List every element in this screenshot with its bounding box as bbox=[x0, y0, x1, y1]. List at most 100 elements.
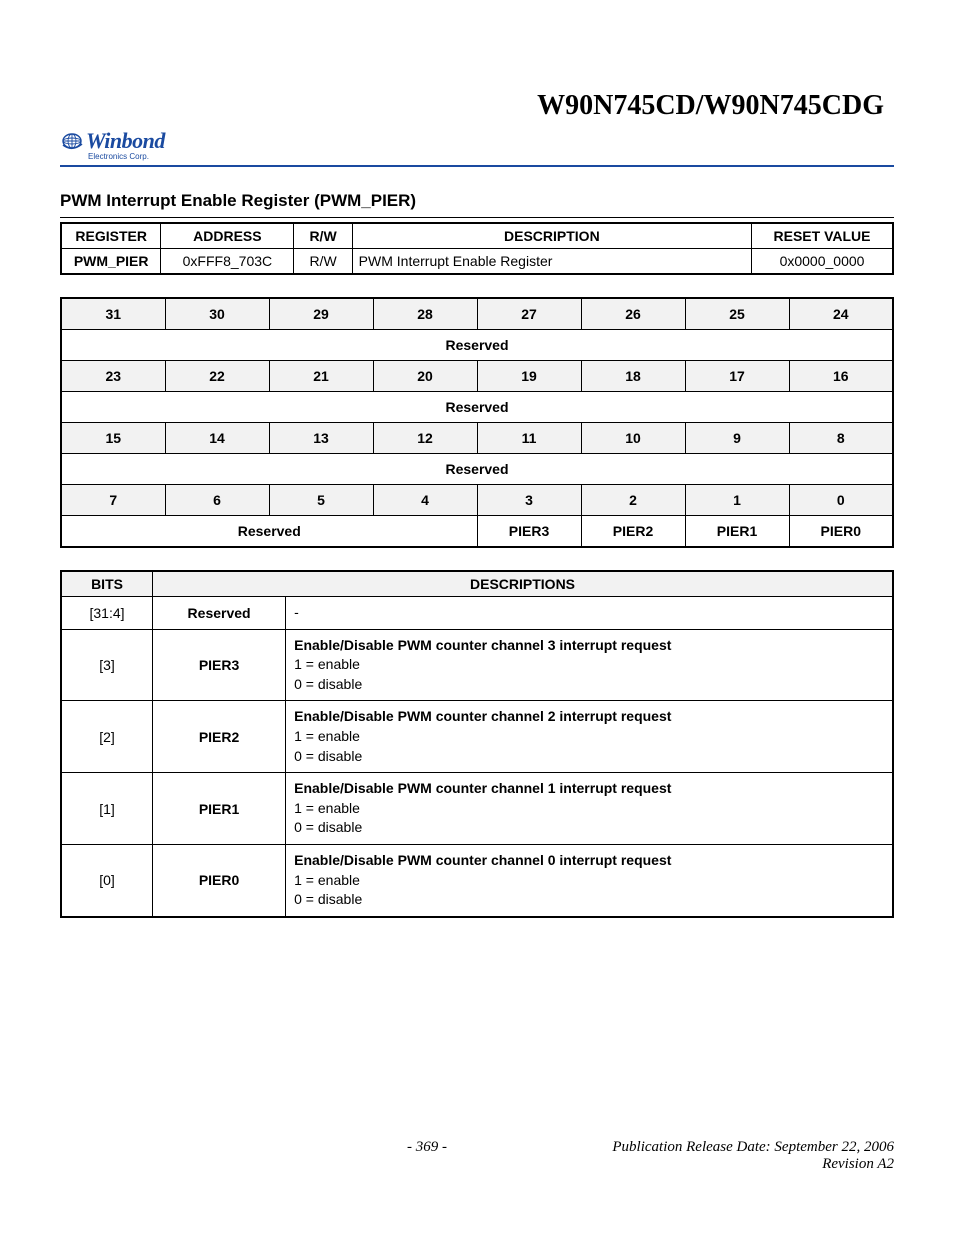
bit-number-cell: 26 bbox=[581, 298, 685, 330]
bit-number-cell: 16 bbox=[789, 361, 893, 392]
cell-reset: 0x0000_0000 bbox=[752, 249, 893, 275]
cell-description: - bbox=[286, 597, 893, 630]
bit-number-cell: 10 bbox=[581, 423, 685, 454]
cell-name: PIER0 bbox=[153, 844, 286, 916]
cell-bits: [0] bbox=[61, 844, 153, 916]
chip-title: W90N745CD/W90N745CDG bbox=[60, 90, 894, 122]
cell-description: PWM Interrupt Enable Register bbox=[352, 249, 751, 275]
header-divider bbox=[60, 165, 894, 167]
bit-label-cell: Reserved bbox=[61, 516, 477, 548]
cell-description: Enable/Disable PWM counter channel 1 int… bbox=[286, 773, 893, 845]
bit-label-cell: Reserved bbox=[61, 392, 893, 423]
page-container: W90N745CD/W90N745CDG Winbond Electronics… bbox=[0, 0, 954, 1235]
footer-page-number: - 369 - bbox=[335, 1139, 518, 1173]
cell-description: Enable/Disable PWM counter channel 0 int… bbox=[286, 844, 893, 916]
table-row: PWM_PIER 0xFFF8_703C R/W PWM Interrupt E… bbox=[61, 249, 893, 275]
bit-number-cell: 30 bbox=[165, 298, 269, 330]
bit-label-cell: Reserved bbox=[61, 454, 893, 485]
bit-number-cell: 0 bbox=[789, 485, 893, 516]
page-footer: - 369 - Publication Release Date: Septem… bbox=[60, 1139, 894, 1173]
table-header-row: REGISTER ADDRESS R/W DESCRIPTION RESET V… bbox=[61, 223, 893, 249]
bit-number-cell: 14 bbox=[165, 423, 269, 454]
bit-number-cell: 11 bbox=[477, 423, 581, 454]
bit-number-cell: 9 bbox=[685, 423, 789, 454]
bit-label-cell: PIER3 bbox=[477, 516, 581, 548]
bit-descriptions-table: BITS DESCRIPTIONS [31:4]Reserved-[3]PIER… bbox=[60, 570, 894, 918]
bit-label-cell: PIER0 bbox=[789, 516, 893, 548]
cell-bits: [3] bbox=[61, 629, 153, 701]
table-row: [1]PIER1Enable/Disable PWM counter chann… bbox=[61, 773, 893, 845]
cell-name: Reserved bbox=[153, 597, 286, 630]
col-header-register: REGISTER bbox=[61, 223, 161, 249]
cell-name: PIER3 bbox=[153, 629, 286, 701]
col-header-reset: RESET VALUE bbox=[752, 223, 893, 249]
bit-number-cell: 24 bbox=[789, 298, 893, 330]
bit-number-cell: 19 bbox=[477, 361, 581, 392]
bit-number-cell: 28 bbox=[373, 298, 477, 330]
bit-number-cell: 6 bbox=[165, 485, 269, 516]
bit-number-cell: 8 bbox=[789, 423, 893, 454]
col-header-address: ADDRESS bbox=[161, 223, 294, 249]
cell-bits: [2] bbox=[61, 701, 153, 773]
cell-description: Enable/Disable PWM counter channel 3 int… bbox=[286, 629, 893, 701]
col-header-desc: DESCRIPTION bbox=[352, 223, 751, 249]
bit-number-cell: 1 bbox=[685, 485, 789, 516]
bit-layout-table: 3130292827262524Reserved2322212019181716… bbox=[60, 297, 894, 548]
logo-inline: Winbond bbox=[60, 128, 165, 154]
table-row: [3]PIER3Enable/Disable PWM counter chann… bbox=[61, 629, 893, 701]
cell-bits: [31:4] bbox=[61, 597, 153, 630]
bit-number-cell: 21 bbox=[269, 361, 373, 392]
bit-number-row: 15141312111098 bbox=[61, 423, 893, 454]
logo: Winbond Electronics Corp. bbox=[60, 128, 165, 161]
table-row: [31:4]Reserved- bbox=[61, 597, 893, 630]
bit-number-cell: 4 bbox=[373, 485, 477, 516]
col-header-rw: R/W bbox=[294, 223, 352, 249]
bit-number-row: 3130292827262524 bbox=[61, 298, 893, 330]
cell-name: PIER2 bbox=[153, 701, 286, 773]
table-header-row: BITS DESCRIPTIONS bbox=[61, 571, 893, 597]
col-header-descriptions: DESCRIPTIONS bbox=[153, 571, 893, 597]
bit-label-cell: PIER2 bbox=[581, 516, 685, 548]
cell-rw: R/W bbox=[294, 249, 352, 275]
globe-icon bbox=[60, 131, 84, 151]
bit-number-cell: 3 bbox=[477, 485, 581, 516]
bit-number-row: 76543210 bbox=[61, 485, 893, 516]
cell-register: PWM_PIER bbox=[61, 249, 161, 275]
bit-label-cell: Reserved bbox=[61, 330, 893, 361]
bit-number-cell: 29 bbox=[269, 298, 373, 330]
footer-publication: Publication Release Date: September 22, … bbox=[519, 1139, 894, 1156]
logo-row: Winbond Electronics Corp. bbox=[60, 128, 894, 161]
bit-label-row: Reserved bbox=[61, 454, 893, 485]
register-summary-table: REGISTER ADDRESS R/W DESCRIPTION RESET V… bbox=[60, 222, 894, 275]
bit-number-row: 2322212019181716 bbox=[61, 361, 893, 392]
bit-number-cell: 23 bbox=[61, 361, 165, 392]
bit-label-row: Reserved bbox=[61, 330, 893, 361]
col-header-bits: BITS bbox=[61, 571, 153, 597]
bit-number-cell: 20 bbox=[373, 361, 477, 392]
cell-address: 0xFFF8_703C bbox=[161, 249, 294, 275]
bit-number-cell: 7 bbox=[61, 485, 165, 516]
bit-number-cell: 22 bbox=[165, 361, 269, 392]
table-row: [0]PIER0Enable/Disable PWM counter chann… bbox=[61, 844, 893, 916]
bit-label-row: Reserved bbox=[61, 392, 893, 423]
cell-bits: [1] bbox=[61, 773, 153, 845]
bit-number-cell: 2 bbox=[581, 485, 685, 516]
cell-description: Enable/Disable PWM counter channel 2 int… bbox=[286, 701, 893, 773]
bit-label-row: ReservedPIER3PIER2PIER1PIER0 bbox=[61, 516, 893, 548]
cell-name: PIER1 bbox=[153, 773, 286, 845]
bit-number-cell: 25 bbox=[685, 298, 789, 330]
footer-revision: Revision A2 bbox=[519, 1156, 894, 1173]
bit-number-cell: 31 bbox=[61, 298, 165, 330]
logo-text: Winbond bbox=[86, 128, 165, 154]
section-underline bbox=[60, 217, 894, 218]
section-title: PWM Interrupt Enable Register (PWM_PIER) bbox=[60, 191, 894, 211]
bit-label-cell: PIER1 bbox=[685, 516, 789, 548]
bit-number-cell: 13 bbox=[269, 423, 373, 454]
bit-number-cell: 18 bbox=[581, 361, 685, 392]
bit-number-cell: 27 bbox=[477, 298, 581, 330]
table-row: [2]PIER2Enable/Disable PWM counter chann… bbox=[61, 701, 893, 773]
bit-number-cell: 17 bbox=[685, 361, 789, 392]
bit-number-cell: 12 bbox=[373, 423, 477, 454]
bit-number-cell: 5 bbox=[269, 485, 373, 516]
bit-number-cell: 15 bbox=[61, 423, 165, 454]
